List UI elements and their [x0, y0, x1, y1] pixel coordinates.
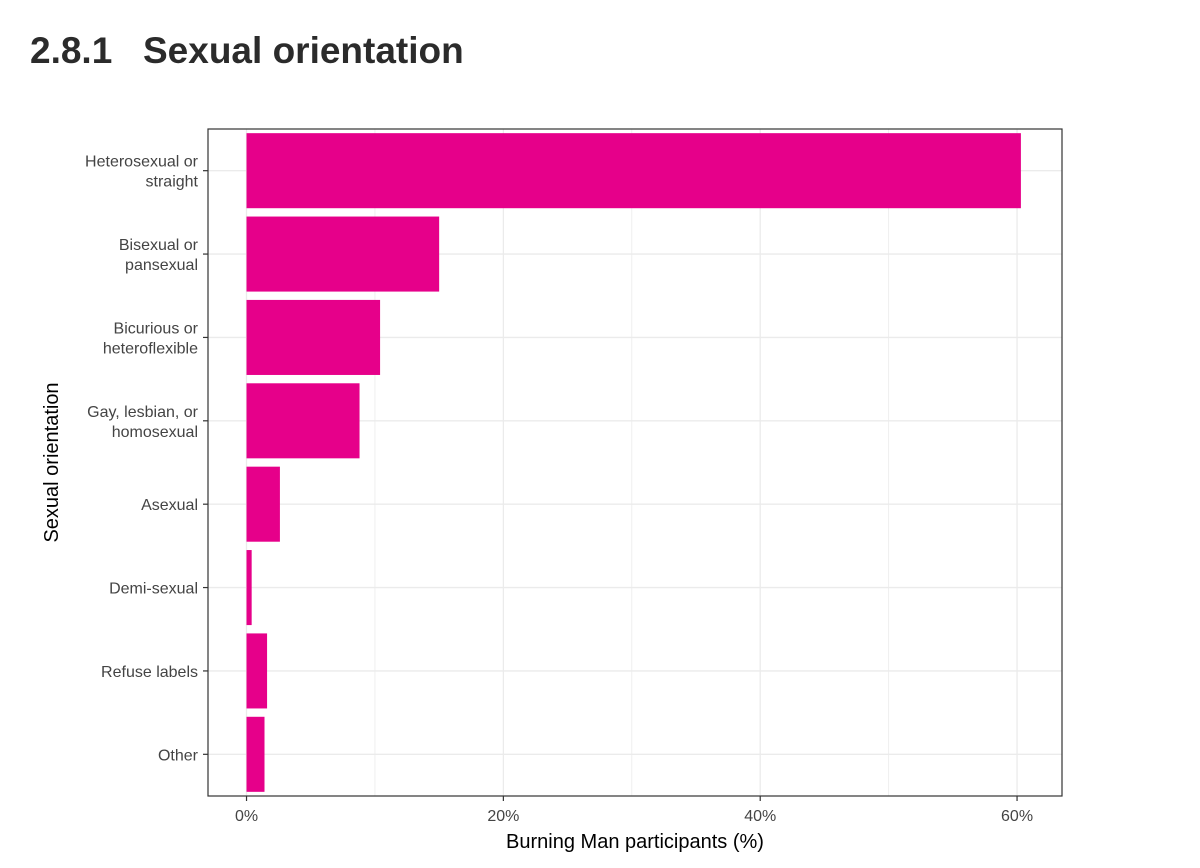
x-tick-label: 20%	[487, 808, 519, 825]
panel-border	[207, 128, 1063, 797]
x-tick-label: 0%	[235, 808, 258, 825]
section-title: Sexual orientation	[143, 30, 464, 71]
bars	[246, 133, 1021, 792]
y-tick-label: Bicurious or heteroflexible	[103, 320, 199, 357]
y-tick-label: Gay, lesbian, or homosexual	[87, 404, 199, 441]
bar	[246, 133, 1021, 209]
bar	[246, 299, 381, 375]
bar	[246, 633, 268, 709]
y-tick-label: Refuse labels	[101, 664, 198, 681]
y-axis-ticks: Heterosexual or straight Bisexual or pansex…	[85, 154, 208, 764]
bar	[246, 466, 280, 542]
y-tick-label: Other	[158, 747, 199, 764]
y-tick-label: Bisexual or pansexual	[119, 237, 199, 274]
bar	[246, 383, 360, 459]
bar	[246, 216, 440, 292]
y-axis-title: Sexual orientation	[41, 382, 63, 542]
x-axis-title: Burning Man participants (%)	[506, 831, 764, 853]
y-tick-label: Demi-sexual	[109, 581, 198, 598]
x-tick-label: 60%	[1001, 808, 1033, 825]
x-axis-ticks: 0% 20% 40% 60%	[235, 796, 1033, 825]
section-heading: 2.8.1 Sexual orientation	[30, 30, 464, 72]
section-number: 2.8.1	[30, 30, 113, 71]
y-tick-label: Heterosexual or straight	[85, 154, 199, 191]
x-tick-label: 40%	[744, 808, 776, 825]
y-tick-label: Asexual	[141, 497, 198, 514]
bar	[246, 550, 252, 626]
bar	[246, 716, 265, 792]
